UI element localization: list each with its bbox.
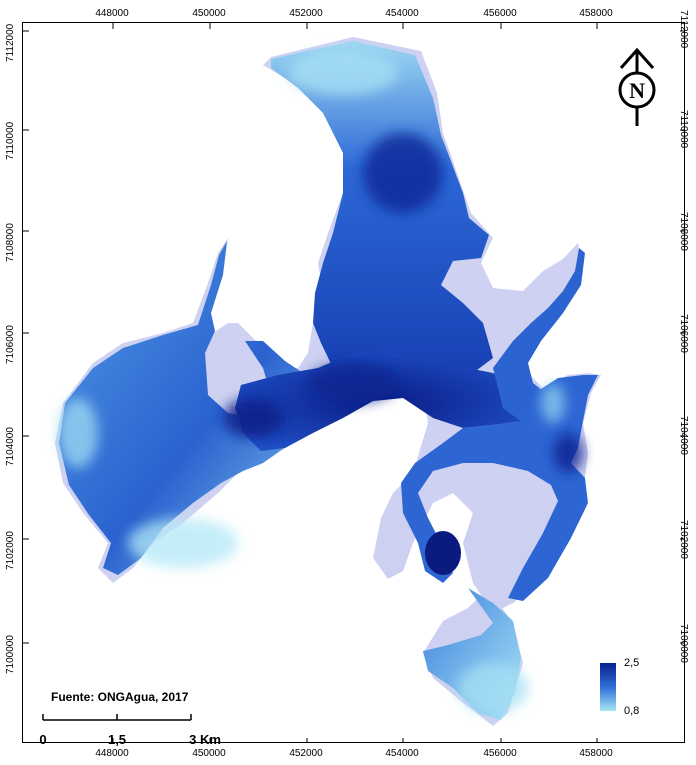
y-tick-right: 7102000 [678, 520, 689, 559]
lake-west-basin [59, 241, 328, 575]
y-tick-left: 7102000 [5, 531, 16, 570]
lake-deep-patches [223, 133, 583, 473]
legend-ramp [600, 663, 616, 711]
y-tick-right: 7108000 [678, 212, 689, 251]
y-tick-left: 7108000 [5, 223, 16, 262]
scale-label-end: 3 Km [189, 732, 221, 747]
y-tick-right: 7112000 [678, 10, 689, 49]
y-tick-right: 7110000 [678, 110, 689, 149]
x-tick-bottom: 456000 [483, 748, 517, 759]
lake-southeast-loop [401, 375, 598, 601]
x-tick-bottom: 454000 [385, 748, 419, 759]
y-tick-left: 7110000 [5, 121, 16, 160]
x-tick-bottom: 458000 [579, 748, 613, 759]
lake-east-arm [493, 248, 585, 423]
x-tick-top: 450000 [192, 8, 226, 19]
legend-max-label: 2,5 [624, 657, 640, 669]
y-tick-right: 7104000 [678, 416, 689, 455]
legend-min-label: 0,8 [624, 705, 640, 717]
y-tick-right: 7100000 [678, 624, 689, 663]
source-caption: Fuente: ONGAgua, 2017 [51, 690, 189, 704]
north-arrow-letter: N [629, 78, 645, 103]
lake-map: N [23, 23, 684, 742]
north-arrow-icon: N [618, 47, 656, 126]
map-frame: N [22, 22, 685, 743]
scale-label-zero: 0 [39, 732, 47, 747]
y-tick-left: 7100000 [5, 635, 16, 674]
scale-label-mid: 1,5 [107, 732, 127, 747]
x-tick-top: 454000 [385, 8, 419, 19]
x-tick-top: 458000 [579, 8, 613, 19]
x-tick-top: 448000 [95, 8, 129, 19]
frame-ticks [23, 23, 684, 742]
y-tick-left: 7106000 [5, 325, 16, 364]
x-tick-bottom: 450000 [192, 748, 226, 759]
y-tick-right: 7106000 [678, 314, 689, 353]
x-tick-top: 456000 [483, 8, 517, 19]
y-tick-left: 7112000 [5, 23, 16, 62]
x-tick-bottom: 448000 [95, 748, 129, 759]
y-tick-left: 7104000 [5, 427, 16, 466]
scale-bar [42, 714, 192, 721]
lake-deep-pocket [425, 531, 461, 575]
x-tick-bottom: 452000 [289, 748, 323, 759]
x-tick-top: 452000 [289, 8, 323, 19]
lake-north-arm [271, 41, 493, 408]
lake-central-channel [235, 353, 528, 451]
lake-shallow-patches [58, 51, 565, 713]
